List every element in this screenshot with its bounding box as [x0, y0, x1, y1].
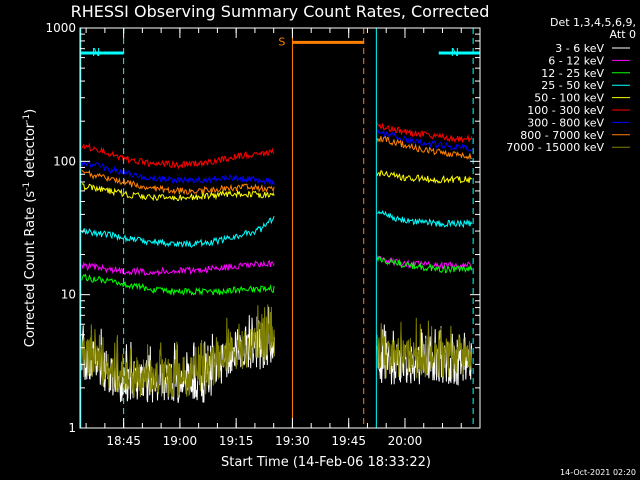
x-tick-label-3: 19:15 — [219, 434, 254, 448]
x-tick-label-5: 19:45 — [331, 434, 366, 448]
series-line-5-part-1 — [81, 183, 275, 202]
series-line-9-part-2 — [376, 317, 473, 379]
series-line-3-part-2 — [376, 256, 473, 274]
legend-label-5: 50 - 100 keV — [534, 92, 604, 105]
series-line-7-part-1 — [81, 159, 275, 185]
series-line-4-part-2 — [377, 209, 473, 229]
y-tick-label-1: 1 — [68, 421, 76, 435]
legend-label-8: 800 - 7000 keV — [520, 129, 604, 142]
series-line-7-part-2 — [376, 128, 473, 152]
y-axis-label: Corrected Count Rate (s-1 detector-1) — [22, 109, 38, 347]
flag-label-2: N — [451, 46, 459, 59]
series-line-4-part-1 — [81, 215, 275, 248]
legend-label-9: 7000 - 15000 keV — [506, 141, 604, 154]
generated-timestamp: 14-Oct-2021 02:20 — [560, 468, 636, 477]
chart-title: RHESSI Observing Summary Count Rates, Co… — [71, 2, 490, 21]
plot-axes: 1 10 100 1000 18:45 19:00 19:15 19:30 19:45 20:00 — [45, 21, 481, 448]
x-axis-label: Start Time (14-Feb-06 18:33:22) — [221, 455, 431, 470]
series-line-6-part-2 — [376, 123, 473, 144]
flag-label-3: S — [278, 35, 285, 48]
series-line-5-part-2 — [376, 170, 473, 184]
series-line-6-part-1 — [81, 142, 275, 170]
legend-label-2: 6 - 12 keV — [548, 54, 604, 67]
legend-detectors: Det 1,3,4,5,6,9, — [550, 16, 636, 29]
legend-attenuator: Att 0 — [610, 28, 636, 41]
series-line-2-part-1 — [81, 259, 275, 277]
legend-label-3: 12 - 25 keV — [541, 67, 604, 80]
y-tick-label-3: 100 — [53, 154, 76, 168]
flag-label-1: N — [92, 46, 100, 59]
legend-label-1: 3 - 6 keV — [555, 42, 604, 55]
x-tick-label-2: 19:00 — [163, 434, 198, 448]
legend-label-6: 100 - 300 keV — [527, 104, 604, 117]
plot-frame — [79, 27, 481, 429]
legend-label-4: 25 - 50 keV — [541, 79, 604, 92]
legend-label-7: 300 - 800 keV — [527, 116, 604, 129]
x-tick-label-1: 18:45 — [106, 434, 141, 448]
series-line-2-part-2 — [376, 255, 473, 271]
y-tick-label-4: 1000 — [45, 21, 76, 35]
x-tick-label-6: 20:00 — [388, 434, 423, 448]
series-line-3-part-1 — [81, 273, 275, 297]
plot-marks: N NS — [80, 28, 480, 428]
series-line-9-part-1 — [81, 304, 275, 399]
series-line-8-part-1 — [81, 169, 275, 196]
x-tick-label-4: 19:30 — [275, 434, 310, 448]
y-tick-label-2: 10 — [61, 288, 76, 302]
series-line-8-part-2 — [376, 136, 473, 160]
